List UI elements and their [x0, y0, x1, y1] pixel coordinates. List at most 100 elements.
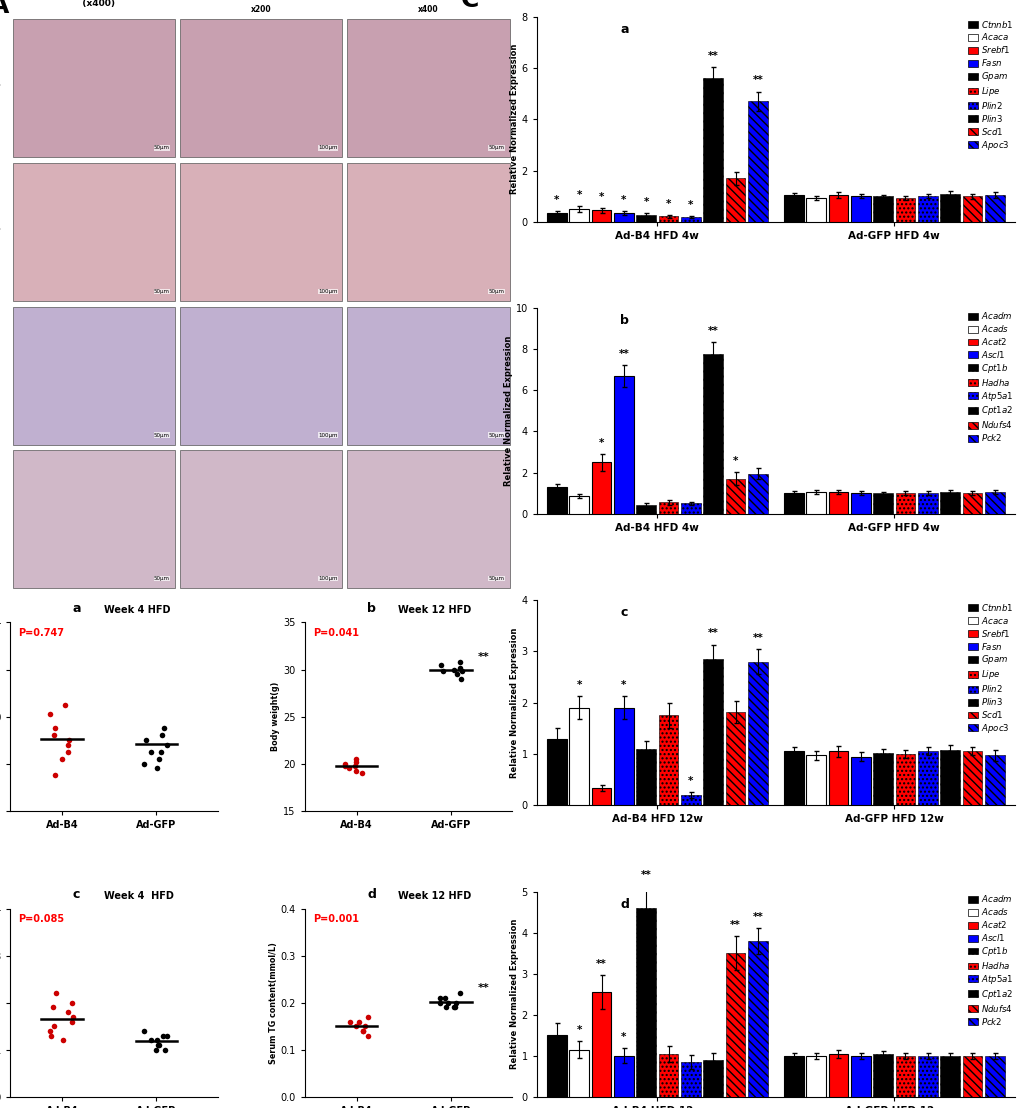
Point: [439, 994, 455, 1012]
Text: Week 4 HFD: Week 4 HFD: [104, 605, 170, 615]
Text: **: **: [640, 871, 651, 881]
Bar: [784, 195, 803, 222]
Bar: [726, 178, 745, 222]
Point: [156, 719, 172, 737]
Text: **: **: [752, 912, 762, 922]
Bar: [681, 1061, 700, 1097]
Bar: [827, 751, 848, 806]
Bar: [546, 739, 567, 806]
Text: *: *: [576, 680, 581, 690]
Bar: [180, 163, 342, 301]
Bar: [784, 751, 803, 806]
Text: *: *: [688, 201, 693, 211]
Text: *: *: [688, 777, 693, 787]
Point: [351, 1013, 367, 1030]
Bar: [347, 20, 510, 157]
Bar: [850, 757, 869, 806]
Bar: [658, 716, 678, 806]
Legend: $\it{Ctnnb1}$, $\it{Acaca}$, $\it{Srebf1}$, $\it{Fasn}$, $\it{Gpam}$, $\it{Lipe}: $\it{Ctnnb1}$, $\it{Acaca}$, $\it{Srebf1…: [966, 17, 1014, 153]
Bar: [747, 101, 767, 222]
Point: [42, 706, 58, 724]
Bar: [12, 163, 175, 301]
Text: b: b: [367, 602, 376, 615]
Text: a  H&E
   (x400): a H&E (x400): [72, 0, 115, 8]
Point: [143, 1032, 159, 1049]
Bar: [747, 941, 767, 1097]
Point: [437, 998, 453, 1016]
Y-axis label: Body weight(g): Body weight(g): [271, 681, 280, 751]
Point: [360, 1027, 376, 1045]
Bar: [591, 211, 610, 222]
Text: *: *: [621, 1033, 626, 1043]
Bar: [940, 194, 959, 222]
Bar: [180, 450, 342, 588]
Text: *: *: [576, 1025, 581, 1035]
Point: [157, 1042, 173, 1059]
Text: *: *: [643, 197, 648, 207]
Point: [433, 656, 449, 674]
Point: [60, 743, 76, 761]
Point: [149, 759, 165, 777]
Point: [45, 998, 61, 1016]
Bar: [827, 195, 848, 222]
Text: 50μm: 50μm: [488, 145, 504, 151]
Legend: $\it{Ctnnb1}$, $\it{Acaca}$, $\it{Srebf1}$, $\it{Fasn}$, $\it{Gpam}$, $\it{Lipe}: $\it{Ctnnb1}$, $\it{Acaca}$, $\it{Srebf1…: [966, 601, 1014, 737]
Bar: [636, 749, 655, 806]
Text: 50μm: 50μm: [154, 289, 170, 294]
Text: *: *: [553, 195, 559, 205]
Legend: $\it{Acadm}$, $\it{Acads}$, $\it{Acat2}$, $\it{Ascl1}$, $\it{Cpt1b}$, $\it{Hadha: $\it{Acadm}$, $\it{Acads}$, $\it{Acat2}$…: [965, 308, 1014, 445]
Point: [341, 1013, 358, 1030]
Point: [340, 759, 357, 777]
Bar: [591, 992, 610, 1097]
Bar: [850, 493, 869, 514]
Bar: [726, 711, 745, 806]
Bar: [917, 1056, 936, 1097]
Point: [138, 731, 154, 749]
Bar: [681, 217, 700, 222]
Bar: [613, 1056, 633, 1097]
Point: [63, 994, 79, 1012]
Bar: [895, 197, 914, 222]
Text: b                  ORO: b ORO: [302, 0, 387, 2]
Point: [159, 1027, 175, 1045]
Point: [451, 659, 468, 677]
Bar: [613, 376, 633, 514]
Text: 50μm: 50μm: [488, 432, 504, 438]
Point: [432, 994, 448, 1012]
Bar: [658, 502, 678, 514]
Text: *: *: [598, 192, 603, 202]
Text: a: a: [620, 23, 629, 35]
Bar: [940, 492, 959, 514]
Point: [57, 696, 73, 714]
Bar: [591, 462, 610, 514]
Point: [154, 727, 170, 745]
Bar: [681, 796, 700, 806]
Bar: [636, 505, 655, 514]
Bar: [12, 307, 175, 444]
Bar: [747, 473, 767, 514]
Point: [60, 1004, 76, 1022]
Bar: [681, 503, 700, 514]
Bar: [895, 753, 914, 806]
Bar: [703, 355, 722, 514]
Text: P=0.747: P=0.747: [18, 628, 64, 638]
Bar: [180, 307, 342, 444]
Point: [136, 755, 152, 772]
Text: Week 12 HFD: Week 12 HFD: [397, 891, 471, 901]
Bar: [805, 492, 825, 514]
Point: [136, 1023, 152, 1040]
Y-axis label: Relative Normalized Expression: Relative Normalized Expression: [510, 919, 519, 1069]
Point: [453, 663, 470, 680]
Text: 50μm: 50μm: [154, 576, 170, 582]
Bar: [726, 479, 745, 514]
Text: *: *: [598, 438, 603, 448]
Point: [447, 994, 464, 1012]
Point: [452, 670, 469, 688]
Bar: [784, 493, 803, 514]
Y-axis label: Relative Normalized Expression: Relative Normalized Expression: [510, 627, 519, 778]
Bar: [895, 1056, 914, 1097]
Text: **: **: [752, 633, 762, 643]
Point: [46, 727, 62, 745]
Bar: [940, 1056, 959, 1097]
Text: **: **: [477, 984, 489, 994]
